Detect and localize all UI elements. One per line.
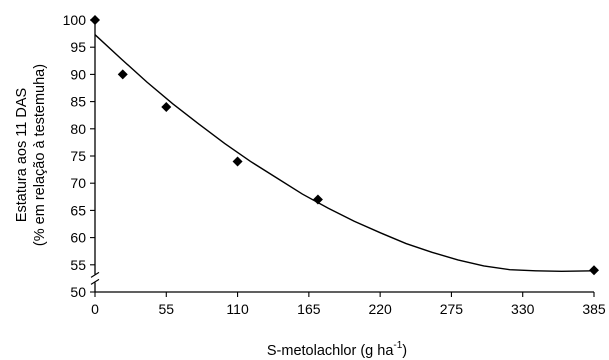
data-point xyxy=(161,102,172,113)
y-axis-title-line-2: (% em relação à testemuha) xyxy=(32,64,48,246)
x-tick-label: 165 xyxy=(297,301,321,317)
data-point xyxy=(117,69,128,80)
x-tick-label: 275 xyxy=(440,301,464,317)
y-tick-label: 80 xyxy=(70,121,86,137)
x-ticks: 0 55 110 165 220 275 330 385 xyxy=(91,292,606,317)
y-tick-label: 70 xyxy=(70,175,86,191)
x-tick-label: 0 xyxy=(91,301,99,317)
y-ticks: 50 55 60 65 70 75 80 85 90 95 100 xyxy=(63,12,95,300)
data-point xyxy=(312,194,323,205)
axis-break-gap xyxy=(91,274,99,283)
x-tick-label: 385 xyxy=(582,301,606,317)
x-tick-label: 110 xyxy=(226,301,249,317)
x-tick-label: 220 xyxy=(368,301,392,317)
y-tick-label: 65 xyxy=(70,202,86,218)
y-tick-label: 100 xyxy=(63,12,87,28)
data-point xyxy=(232,156,243,167)
y-tick-label: 60 xyxy=(70,230,86,246)
x-axis-title-close: ) xyxy=(402,343,407,359)
axis-break-mark xyxy=(90,278,100,285)
data-point xyxy=(589,265,599,276)
x-axis-title: S-metolachlor (g ha-1) xyxy=(267,340,407,359)
y-tick-label: 95 xyxy=(70,39,86,55)
plot-area: 50 55 60 65 70 75 80 85 90 95 100 0 55 110 165 220 275 3… xyxy=(63,12,606,317)
axis-break-mark xyxy=(90,271,100,278)
x-tick-label: 330 xyxy=(511,301,535,317)
x-tick-label: 55 xyxy=(158,301,174,317)
y-tick-label: 55 xyxy=(70,257,86,273)
x-axis-title-text: S-metolachlor (g ha xyxy=(267,343,394,359)
y-tick-label: 90 xyxy=(70,66,86,82)
data-points xyxy=(90,15,599,276)
y-axis-break xyxy=(90,271,100,285)
y-tick-label: 50 xyxy=(70,284,86,300)
x-axis-title-superscript: -1 xyxy=(393,340,402,351)
y-tick-label: 75 xyxy=(70,148,86,164)
data-point xyxy=(90,15,100,25)
y-tick-label: 85 xyxy=(70,94,86,110)
y-axis-title-line-1: Estatura aos 11 DAS xyxy=(14,88,30,222)
fitted-curve-line xyxy=(94,34,595,273)
